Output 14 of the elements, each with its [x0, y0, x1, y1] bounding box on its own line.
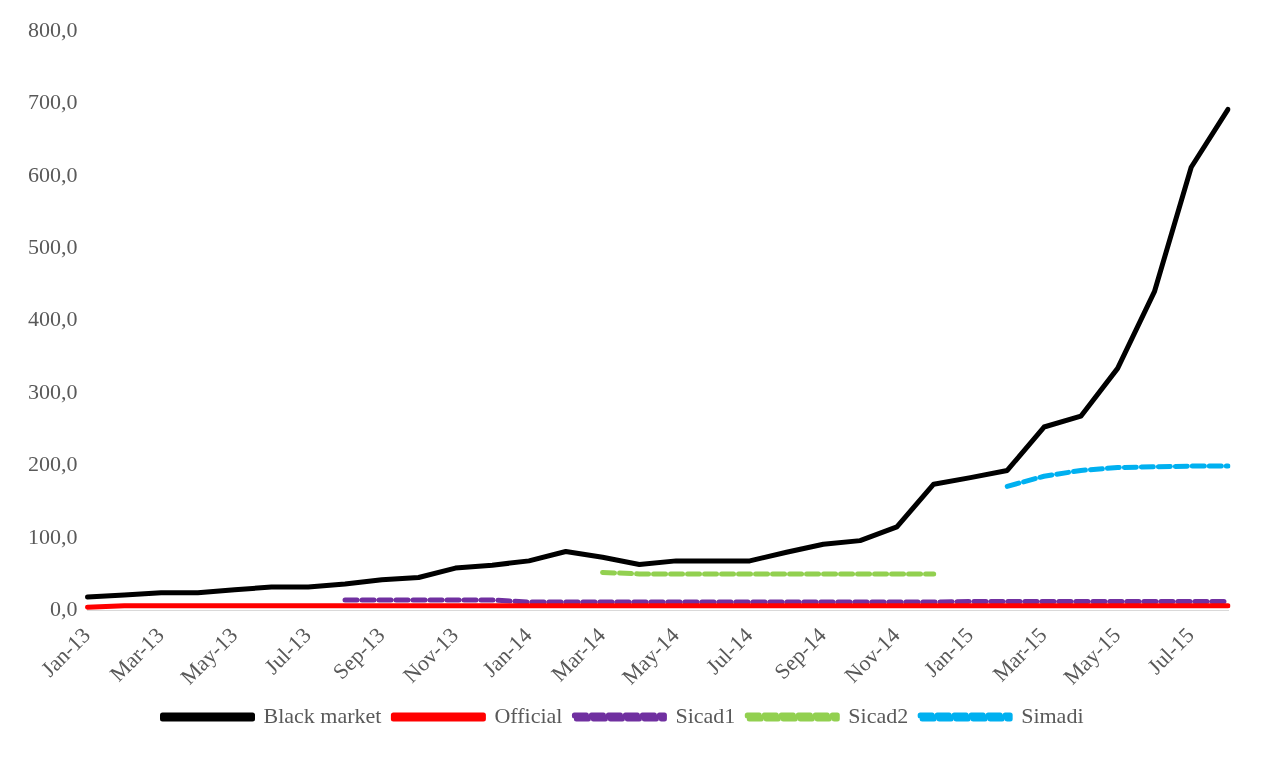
y-tick-label: 400,0	[28, 306, 78, 332]
y-tick-label: 600,0	[28, 161, 78, 187]
y-tick-label: 300,0	[28, 378, 78, 404]
y-tick-label: 700,0	[28, 89, 78, 115]
y-tick-label: 100,0	[28, 523, 78, 549]
legend-label: Official	[494, 702, 563, 728]
y-tick-label: 0,0	[50, 595, 78, 621]
y-tick-label: 500,0	[28, 234, 78, 260]
y-tick-label: 800,0	[28, 16, 78, 42]
legend-label: Simadi	[1021, 702, 1084, 728]
y-tick-label: 200,0	[28, 451, 78, 477]
legend-label: Sicad2	[848, 702, 909, 728]
legend-label: Sicad1	[675, 702, 736, 728]
legend-label: Black market	[263, 702, 382, 728]
